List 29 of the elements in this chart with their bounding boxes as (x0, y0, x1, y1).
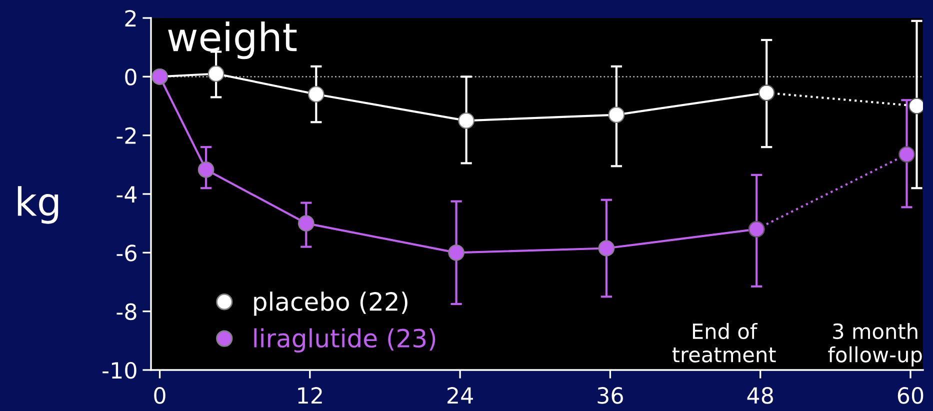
x-tick-label: 12 (298, 387, 322, 404)
legend-label: liraglutide (23) (254, 328, 436, 352)
annotation: End of treatment (672, 322, 776, 362)
point (898, 146, 915, 163)
x-tick-label: 48 (747, 387, 773, 404)
y-tick-label: 2 (125, 10, 136, 26)
y-tick-label: -8 (116, 303, 136, 320)
y-tick-label: -6 (116, 244, 136, 262)
x-tick-label: 60 (898, 387, 924, 404)
point (598, 240, 615, 256)
point (458, 112, 474, 129)
point (308, 86, 324, 102)
x-tick-label: 0 (154, 387, 166, 404)
y-tick-label: 0 (125, 68, 136, 86)
y-tick-label: -4 (116, 186, 137, 202)
point (608, 106, 625, 123)
annotation: 3 month follow-up (828, 322, 922, 366)
point (298, 215, 314, 232)
point (208, 66, 224, 82)
point (448, 244, 464, 261)
chart-title: weight (168, 22, 297, 60)
x-tick-label: 36 (598, 387, 623, 404)
y-tick-label: -10 (102, 362, 136, 379)
point (198, 161, 214, 178)
y-axis-title: kg (18, 186, 58, 224)
y-tick-label: -2 (116, 127, 136, 144)
point (908, 98, 923, 114)
legend-label: placebo (22) (254, 292, 408, 316)
x-tick-label: 24 (448, 387, 473, 404)
